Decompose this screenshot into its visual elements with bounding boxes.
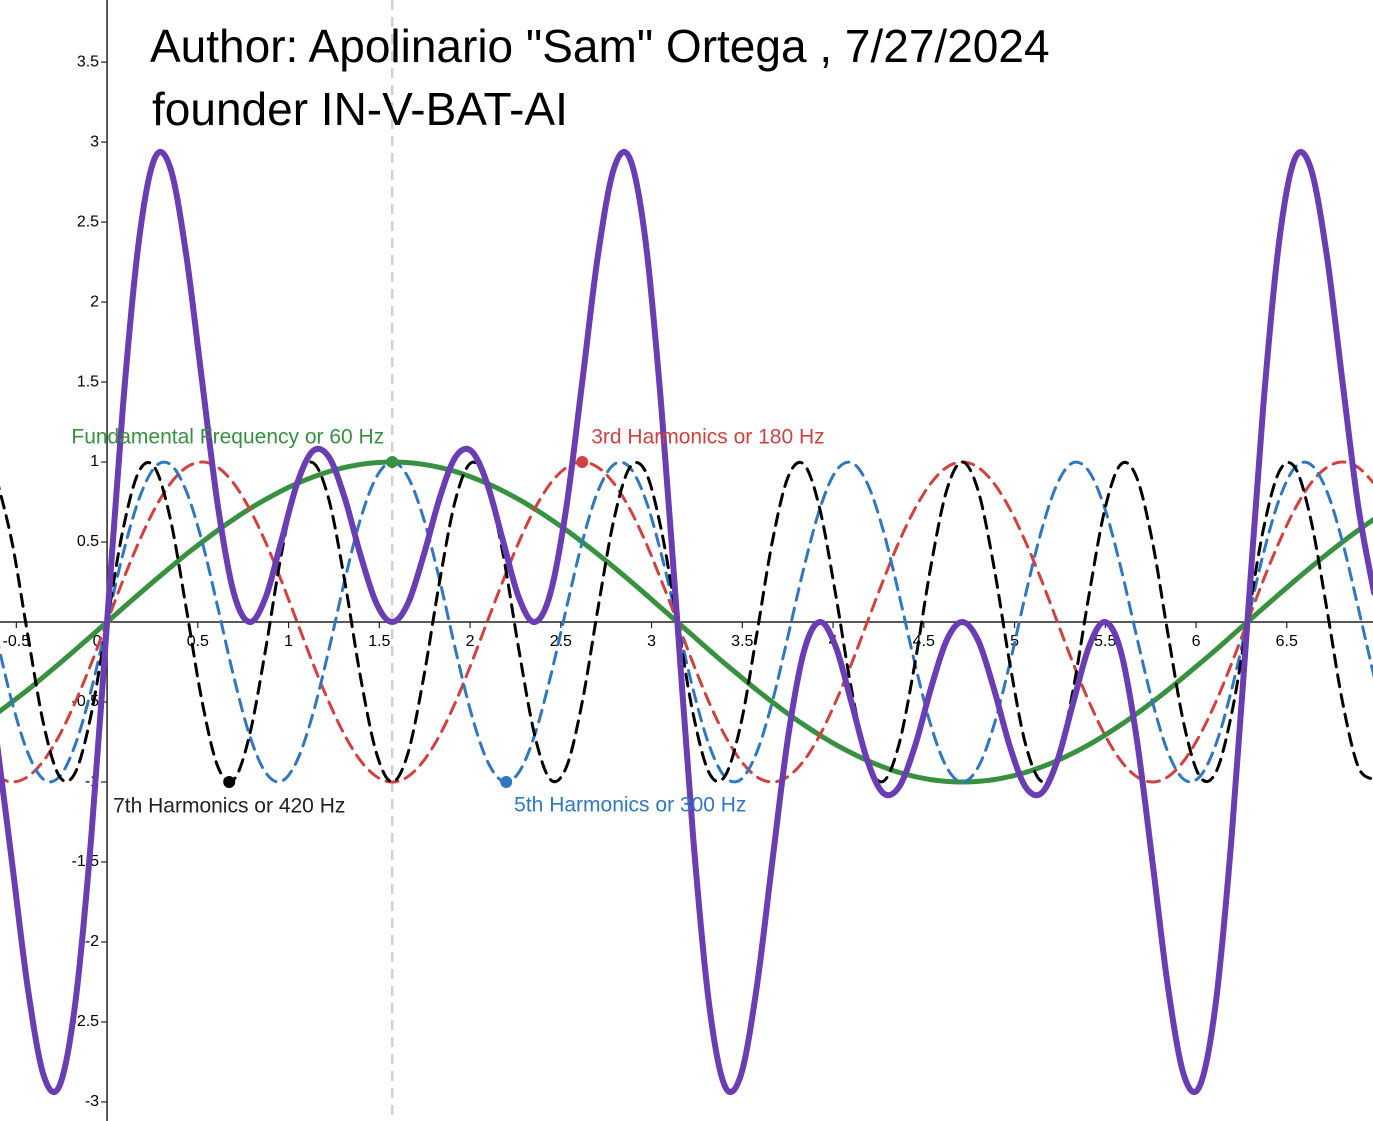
y-tick-label: -1.5 bbox=[72, 853, 100, 870]
x-tick-label: 3.5 bbox=[731, 633, 753, 650]
series-line bbox=[0, 148, 1373, 1096]
series-line bbox=[0, 460, 1373, 784]
label-point bbox=[386, 456, 399, 469]
y-tick-label: -2.5 bbox=[72, 1013, 100, 1030]
y-tick-label: 1 bbox=[90, 453, 99, 470]
x-tick-label: 1.5 bbox=[368, 633, 390, 650]
x-tick-label: 6.5 bbox=[1276, 633, 1298, 650]
y-tick-label: 3 bbox=[90, 133, 99, 150]
label-point bbox=[576, 456, 589, 469]
x-tick-label: 1 bbox=[284, 633, 293, 650]
x-tick-label: 4.5 bbox=[913, 633, 935, 650]
series-label: Fundamental Frequency or 60 Hz bbox=[71, 426, 384, 449]
x-tick-label: 0 bbox=[93, 633, 102, 650]
y-tick-label: 0.5 bbox=[77, 533, 99, 550]
y-tick-label: 1.5 bbox=[77, 373, 99, 390]
y-tick-label: -2 bbox=[85, 933, 99, 950]
x-tick-label: 3 bbox=[647, 633, 656, 650]
x-tick-label: 6 bbox=[1192, 633, 1201, 650]
y-tick-label: 2.5 bbox=[77, 213, 99, 230]
series-label: 5th Harmonics or 300 Hz bbox=[514, 794, 746, 817]
y-tick-label: 3.5 bbox=[77, 53, 99, 70]
series-line bbox=[0, 460, 1373, 784]
label-point bbox=[223, 775, 236, 788]
series-label: 3rd Harmonics or 180 Hz bbox=[591, 426, 824, 449]
y-tick-label: -3 bbox=[85, 1093, 99, 1110]
x-tick-label: 2 bbox=[466, 633, 475, 650]
x-tick-label: 5.5 bbox=[1094, 633, 1116, 650]
chart-subtitle: founder IN-V-BAT-AI bbox=[152, 83, 568, 135]
chart-title: Author: Apolinario "Sam" Ortega , 7/27/2… bbox=[150, 20, 1050, 72]
y-tick-label: 2 bbox=[90, 293, 99, 310]
series-line bbox=[0, 459, 1373, 785]
series-label: 7th Harmonics or 420 Hz bbox=[113, 795, 345, 818]
x-tick-label: -0.5 bbox=[3, 633, 31, 650]
label-point bbox=[500, 775, 513, 788]
x-tick-label: 2.5 bbox=[550, 633, 572, 650]
